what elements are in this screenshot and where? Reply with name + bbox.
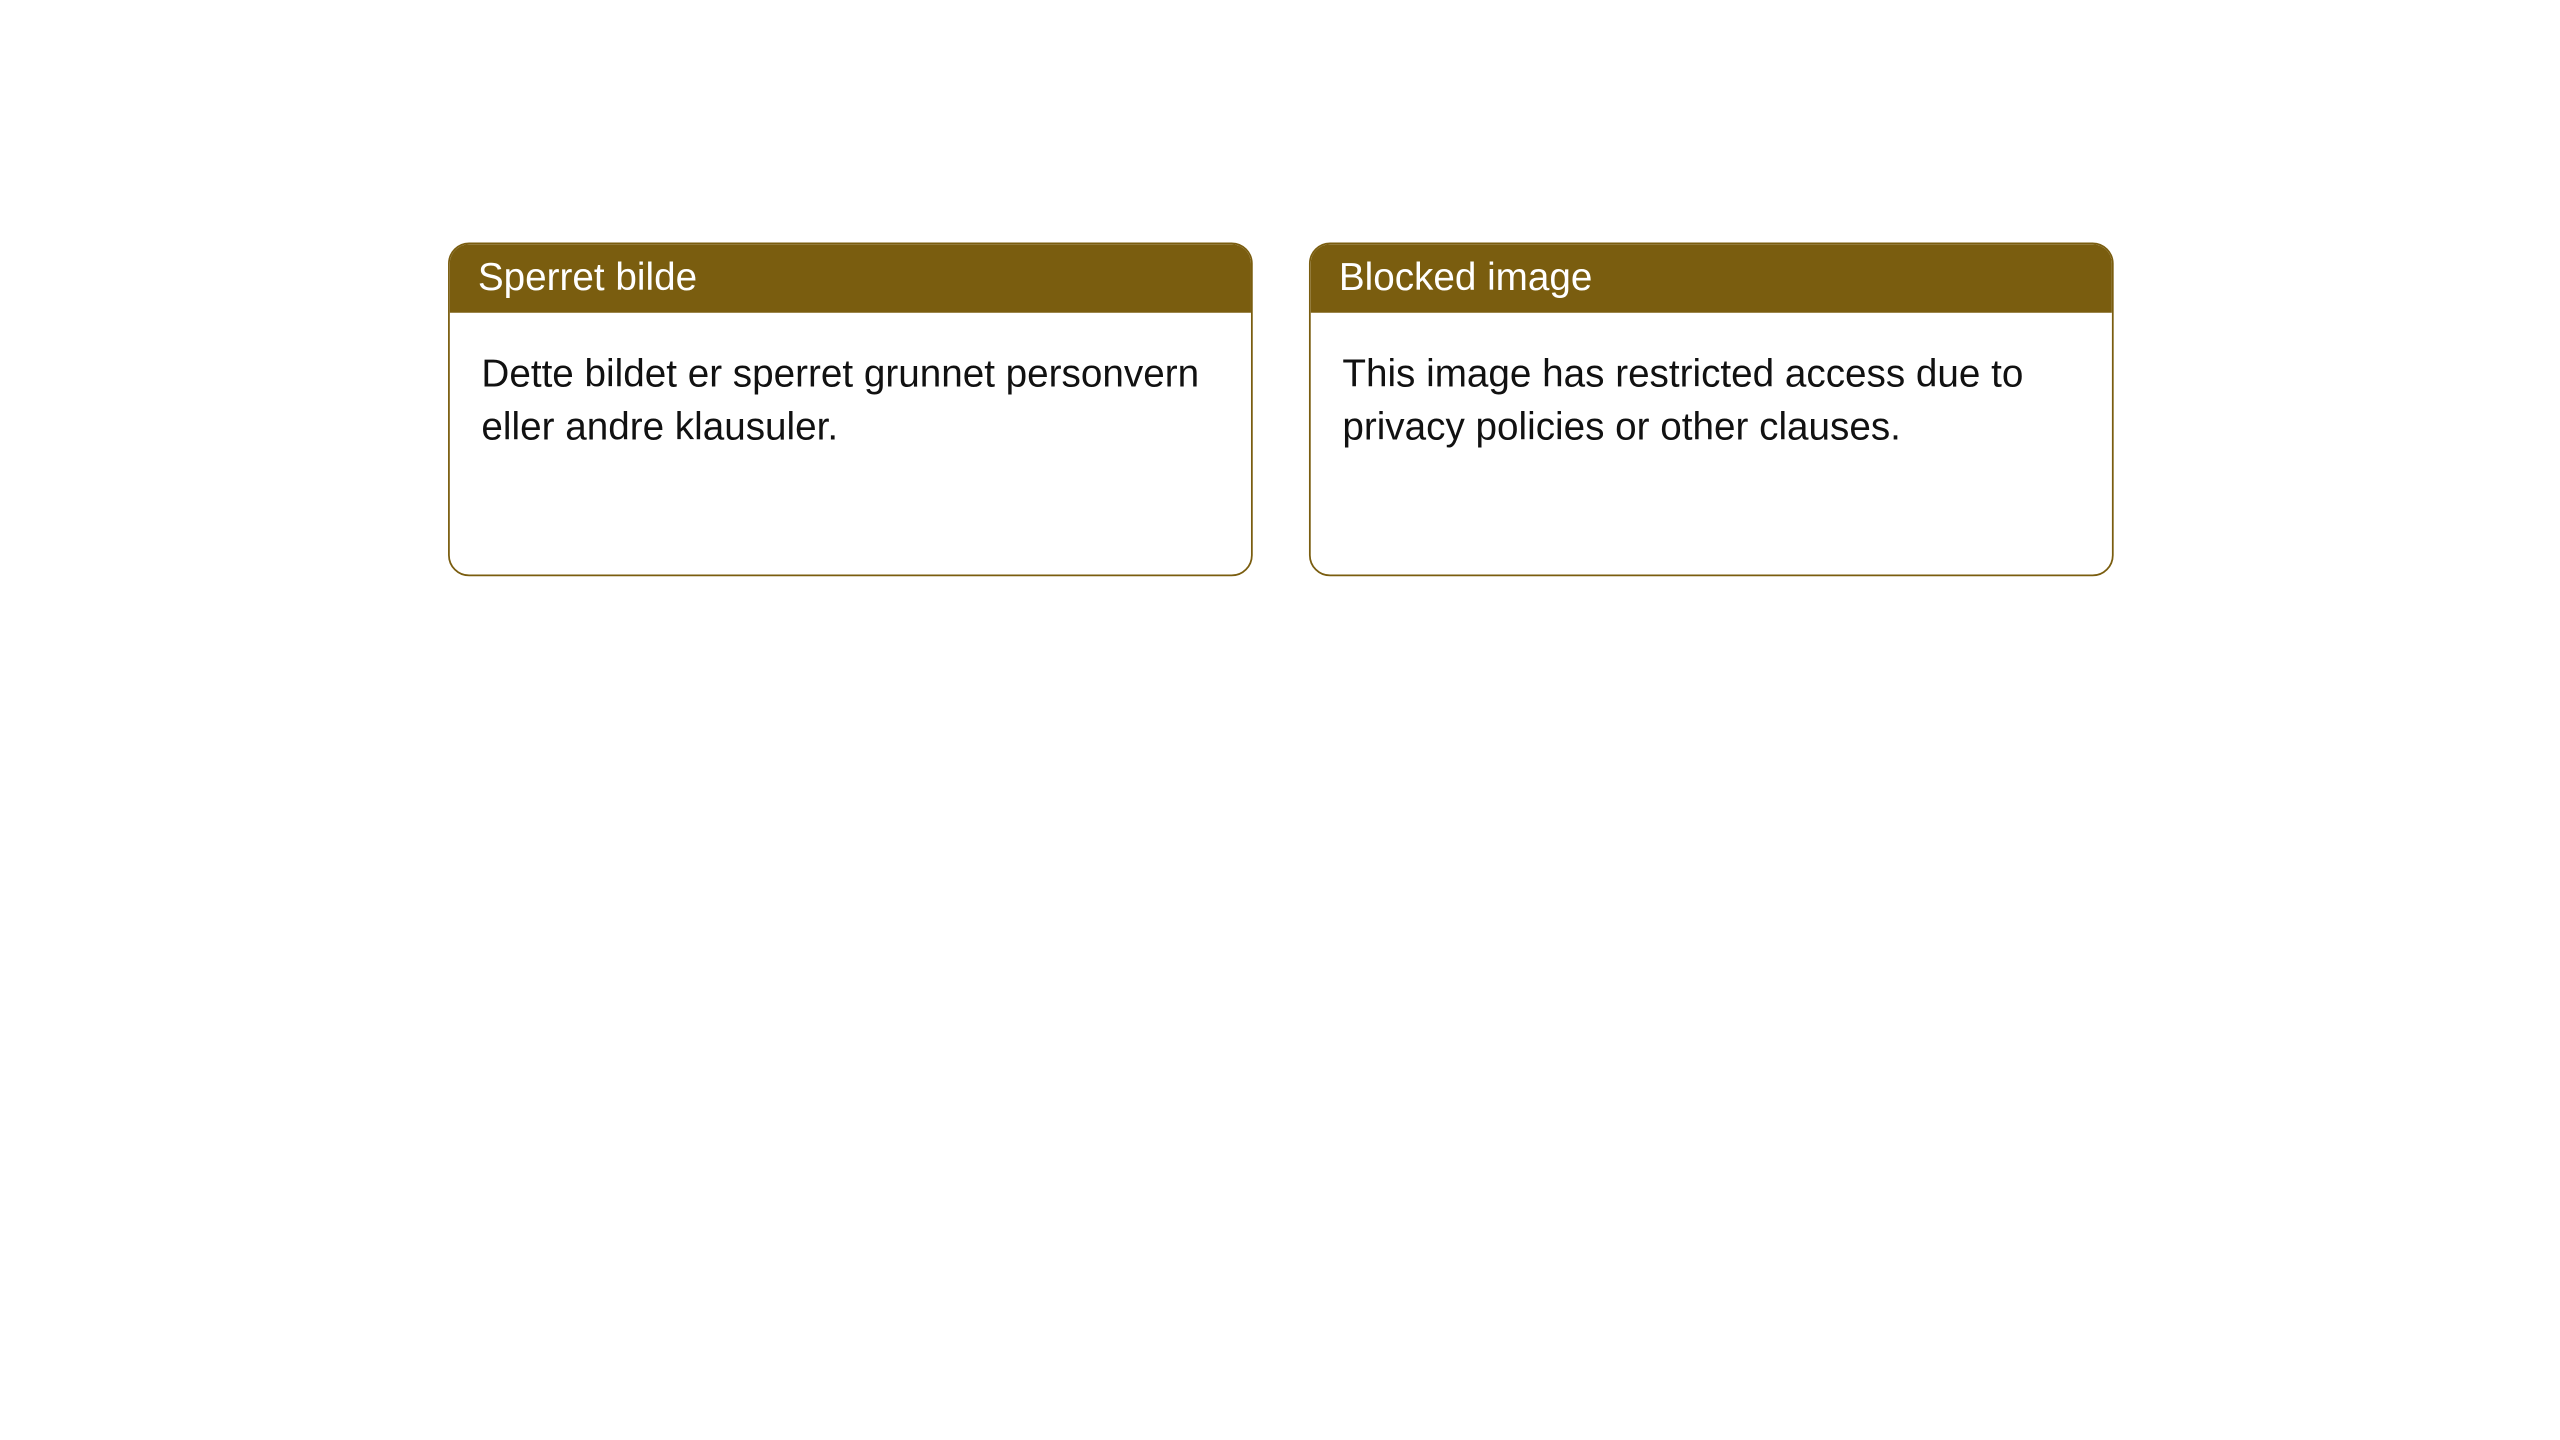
notice-cards-row: Sperret bilde Dette bildet er sperret gr… [448, 242, 2114, 576]
notice-card-norwegian: Sperret bilde Dette bildet er sperret gr… [448, 242, 1253, 576]
notice-card-body: Dette bildet er sperret grunnet personve… [450, 313, 1251, 453]
notice-card-body: This image has restricted access due to … [1311, 313, 2112, 453]
notice-card-title: Sperret bilde [450, 244, 1251, 313]
notice-card-title: Blocked image [1311, 244, 2112, 313]
notice-card-english: Blocked image This image has restricted … [1309, 242, 2114, 576]
